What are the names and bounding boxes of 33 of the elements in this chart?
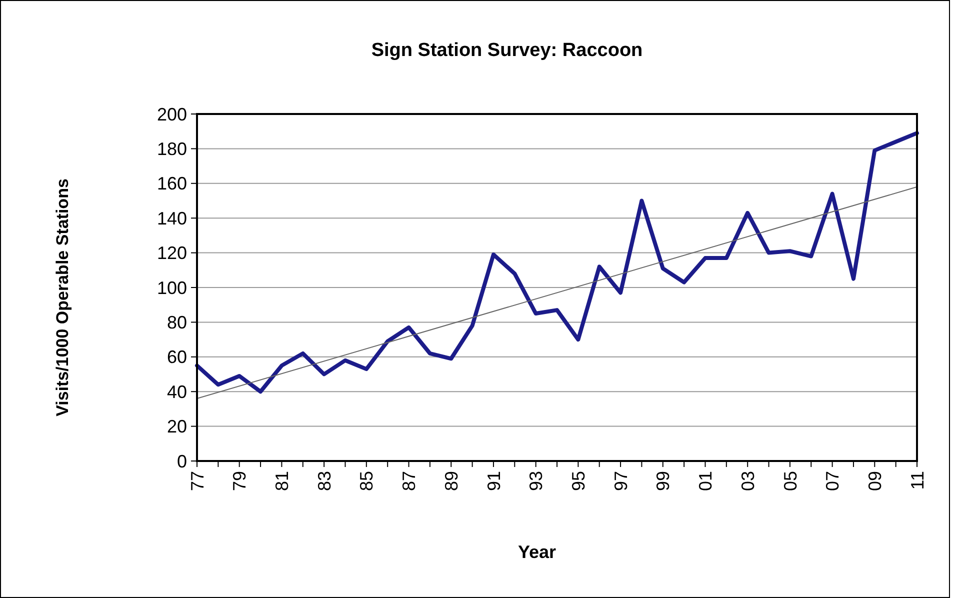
y-tick-label: 160	[156, 174, 187, 194]
x-tick-label: 93	[526, 471, 546, 492]
x-tick-label: 87	[399, 471, 420, 492]
y-tick-label: 140	[156, 208, 187, 228]
x-tick-label: 11	[907, 471, 928, 490]
y-tick-label: 100	[156, 278, 187, 298]
x-tick-label: 07	[822, 471, 843, 492]
x-tick-label: 09	[864, 471, 885, 492]
x-tick-label: 97	[610, 471, 631, 492]
y-tick-label: 180	[156, 139, 187, 159]
x-tick-label: 99	[653, 471, 674, 492]
y-tick-label: 200	[156, 104, 187, 124]
y-tick-label: 60	[166, 347, 187, 368]
y-tick-label: 120	[156, 243, 187, 264]
x-tick-label: 79	[230, 471, 250, 492]
y-tick-label: 20	[166, 416, 187, 437]
x-tick-label: 95	[568, 471, 588, 492]
x-tick-label: 83	[314, 471, 334, 492]
x-tick-label: 01	[696, 471, 716, 492]
x-tick-label: 89	[441, 471, 462, 492]
x-tick-label: 81	[272, 471, 292, 492]
x-tick-label: 85	[356, 471, 377, 492]
x-tick-label: 77	[187, 471, 208, 492]
y-tick-label: 40	[166, 382, 187, 402]
y-tick-label: 80	[166, 312, 187, 332]
y-tick-label: 0	[176, 451, 187, 472]
chart-title: Sign Station Survey: Raccoon	[371, 40, 643, 61]
x-tick-label: 05	[780, 471, 800, 492]
line-series	[195, 131, 919, 394]
x-tick-label: 91	[484, 471, 504, 492]
x-tick-label: 03	[738, 471, 758, 492]
y-axis-title: Visits/1000 Operable Stations	[53, 178, 72, 416]
x-axis-title: Year	[518, 542, 556, 562]
